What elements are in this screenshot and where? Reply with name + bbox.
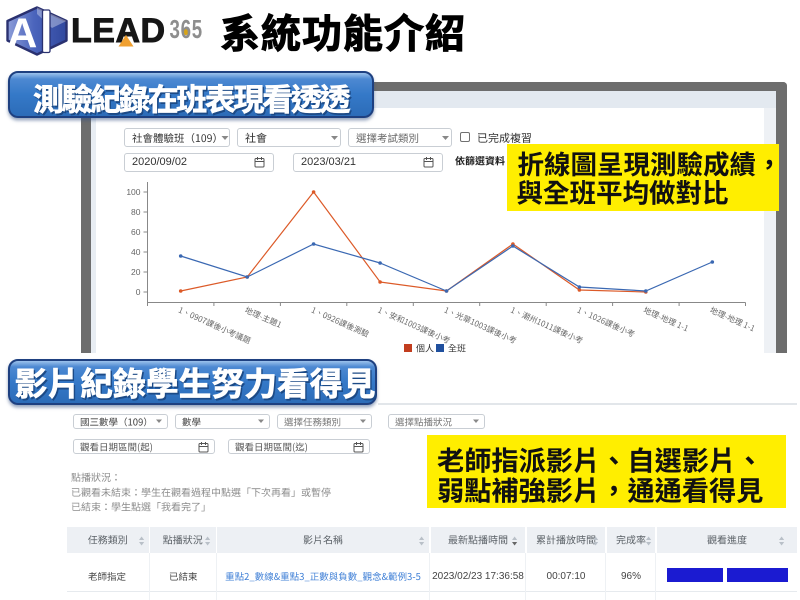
svg-text:365: 365 [170, 14, 203, 44]
svg-text:A: A [7, 10, 37, 57]
